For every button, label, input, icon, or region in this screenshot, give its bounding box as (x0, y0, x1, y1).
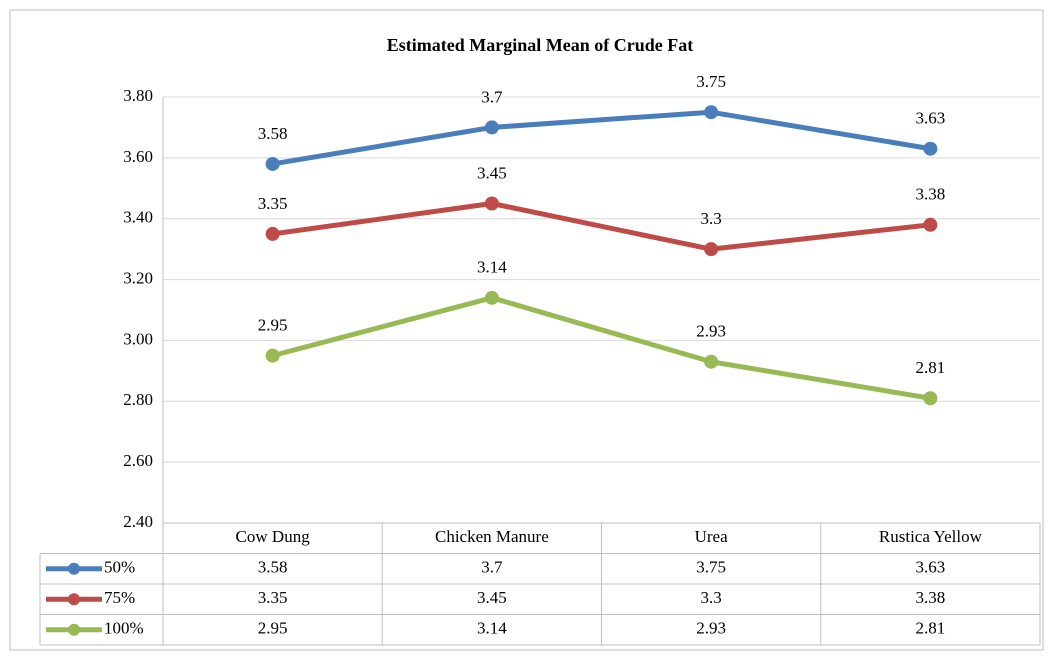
line (272, 201, 931, 252)
marker (704, 105, 719, 120)
marker (704, 242, 719, 257)
table-cell: 3.45 (477, 588, 507, 607)
marker (484, 196, 499, 211)
y-tick-label: 3.20 (123, 268, 153, 287)
table-cell: 3.58 (258, 558, 288, 577)
table-cell: 3.35 (258, 588, 288, 607)
table-cell: 3.7 (481, 558, 503, 577)
data-label: 3.3 (701, 209, 722, 228)
chart-title: Estimated Marginal Mean of Crude Fat (387, 35, 693, 55)
line (272, 109, 931, 167)
legend-label: 50% (104, 558, 135, 577)
marker (923, 391, 938, 406)
chart-border (9, 9, 1044, 651)
data-label: 3.7 (481, 87, 503, 106)
table-cell: 2.81 (916, 619, 946, 638)
legend-label: 100% (104, 619, 144, 638)
legend-swatch-marker (68, 562, 80, 575)
y-tick-label: 2.60 (123, 451, 153, 470)
y-tick-label: 3.40 (123, 208, 153, 227)
data-label: 3.38 (916, 185, 946, 204)
table-cell: 3.38 (916, 588, 946, 607)
marker (704, 354, 719, 369)
table-cell: 3.3 (701, 588, 722, 607)
x-tick-label: Rustica Yellow (879, 527, 983, 546)
y-tick-label: 3.60 (123, 147, 153, 166)
legend-swatch-marker (68, 593, 80, 606)
data-label: 3.75 (696, 72, 726, 91)
marker (484, 120, 499, 135)
y-tick-label: 3.00 (123, 329, 153, 348)
marker (923, 217, 938, 232)
table-cell: 2.93 (696, 619, 726, 638)
marker (265, 348, 280, 363)
data-label: 2.93 (696, 322, 726, 341)
marker (923, 141, 938, 156)
legend-label: 75% (104, 588, 135, 607)
x-tick-label: Urea (695, 527, 728, 546)
y-tick-label: 2.40 (123, 512, 153, 531)
y-tick-label: 3.80 (123, 86, 153, 105)
marker (484, 290, 499, 305)
table-cell: 3.63 (916, 558, 946, 577)
data-label: 3.14 (477, 258, 507, 277)
legend-swatch-marker (68, 623, 80, 636)
data-label: 3.45 (477, 163, 507, 182)
marker (265, 156, 280, 171)
y-tick-label: 2.80 (123, 390, 153, 409)
x-tick-label: Cow Dung (236, 527, 311, 546)
data-label: 3.63 (916, 109, 946, 128)
data-label: 3.35 (258, 194, 288, 213)
data-label: 3.58 (258, 124, 288, 143)
x-tick-label: Chicken Manure (435, 527, 549, 546)
data-label: 2.81 (916, 358, 946, 377)
table-cell: 2.95 (258, 619, 288, 638)
table-cell: 3.14 (477, 619, 507, 638)
table-cell: 3.75 (696, 558, 726, 577)
marker (265, 226, 280, 241)
data-label: 2.95 (258, 316, 288, 335)
line (271, 295, 931, 401)
